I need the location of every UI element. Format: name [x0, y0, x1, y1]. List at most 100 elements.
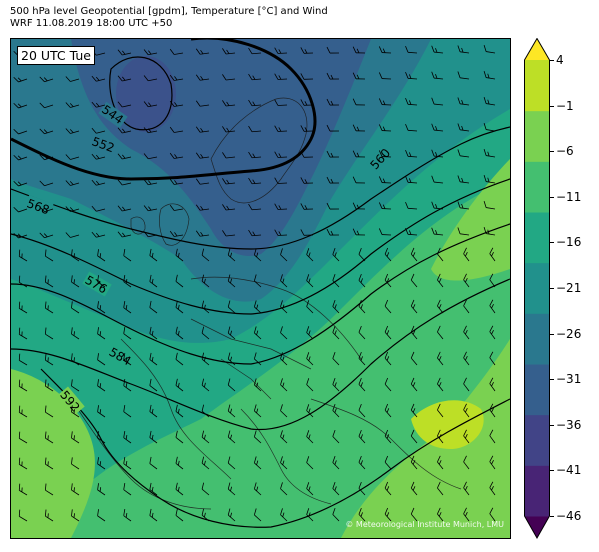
wind-barb — [410, 273, 418, 288]
colorbar-tick-mark — [550, 379, 554, 381]
wind-barb — [332, 352, 340, 366]
wind-barb — [384, 377, 392, 392]
wind-barb — [201, 404, 210, 418]
wind-barb — [463, 351, 470, 366]
colorbar-tick-label: −16 — [556, 235, 582, 250]
wind-barb — [248, 47, 262, 55]
contour-560 — [11, 126, 510, 250]
wind-barb — [44, 275, 54, 288]
wind-barb — [405, 45, 418, 54]
wind-barb — [437, 377, 444, 392]
wind-barb — [91, 75, 106, 82]
colorbar-tick-mark — [550, 151, 554, 153]
colorbar-segment — [524, 262, 550, 314]
wind-barb — [18, 353, 28, 366]
wind-barb — [71, 509, 80, 522]
wind-barb — [300, 73, 314, 80]
wind-barb — [483, 175, 496, 184]
wind-barb — [332, 248, 340, 262]
wind-barb — [195, 126, 210, 133]
colorbar-segment — [524, 60, 550, 112]
colorbar-tick-mark — [550, 424, 554, 426]
colorbar-tick-label: −26 — [556, 326, 582, 341]
wind-barb — [248, 203, 262, 211]
wind-barb — [358, 403, 366, 418]
wind-barb — [280, 456, 288, 470]
wind-barb — [97, 483, 106, 496]
wind-barb — [358, 325, 366, 340]
wind-barb — [97, 509, 106, 522]
wind-barb — [227, 482, 236, 496]
wind-barb — [431, 71, 444, 80]
wind-barb — [39, 232, 54, 239]
label-bg-592 — [57, 386, 85, 416]
wind-barb — [195, 152, 210, 159]
wind-barb — [253, 352, 262, 366]
wind-barb — [91, 231, 106, 238]
colorbar-tick-mark — [550, 333, 554, 335]
wind-barb — [352, 98, 366, 106]
wind-barb — [457, 71, 470, 80]
wind-barb — [149, 248, 158, 262]
wind-barb — [222, 178, 236, 185]
wind-barb — [358, 247, 366, 262]
wind-barb — [463, 507, 470, 522]
wind-barb — [169, 204, 184, 211]
wind-barb — [405, 201, 418, 210]
wind-barb — [143, 179, 158, 186]
wind-barb — [431, 201, 444, 210]
wind-barb — [405, 227, 418, 236]
title-line-2: WRF 11.08.2019 18:00 UTC +50 — [10, 18, 173, 29]
label-bg-544 — [98, 101, 128, 129]
wind-barb — [280, 430, 288, 444]
wind-barb — [117, 179, 132, 186]
wind-barb — [253, 456, 262, 470]
wind-barb — [18, 275, 28, 288]
wind-barb — [306, 404, 314, 418]
wind-barb — [358, 377, 366, 392]
wind-barb — [18, 249, 28, 262]
wind-barb — [384, 481, 392, 496]
wind-barb — [332, 430, 340, 444]
wind-barb — [405, 123, 418, 132]
wind-barb — [169, 178, 184, 185]
wind-barb — [378, 72, 392, 80]
wind-barb — [39, 180, 54, 187]
wind-barb — [483, 97, 496, 106]
colorbar-tick-mark — [550, 242, 554, 244]
wind-barb — [117, 205, 132, 212]
wind-barb — [274, 177, 288, 184]
wind-barb — [489, 481, 496, 496]
wind-barb — [300, 99, 314, 106]
wind-barb — [378, 150, 392, 158]
wind-barb — [384, 325, 392, 340]
wind-barb — [91, 127, 106, 134]
wind-barb — [280, 378, 288, 392]
colorbar-segment — [524, 161, 550, 213]
wind-barb — [143, 75, 158, 82]
contour-544 — [109, 56, 173, 131]
wind-barb — [437, 247, 444, 262]
wind-barb — [410, 455, 418, 470]
wind-barb — [437, 299, 444, 314]
wind-barb — [201, 274, 210, 288]
wind-barb — [71, 405, 80, 418]
temperature-core-minus-33 — [116, 56, 176, 132]
wind-barb — [300, 229, 314, 236]
wind-barb — [227, 352, 236, 366]
wind-barb — [384, 403, 392, 418]
wind-barb — [358, 429, 366, 444]
wind-barb — [39, 206, 54, 213]
wind-barb — [227, 378, 236, 392]
wind-barb — [65, 76, 80, 82]
wind-barb — [410, 247, 418, 262]
wind-barb — [123, 353, 132, 366]
wind-barb — [253, 274, 262, 288]
wind-barb — [97, 353, 106, 366]
wind-barb — [437, 325, 444, 340]
wind-barb — [149, 326, 158, 340]
wind-barb — [71, 275, 80, 288]
contour-592 — [40, 368, 510, 528]
wind-barb — [326, 176, 340, 184]
wind-barb — [175, 456, 184, 470]
